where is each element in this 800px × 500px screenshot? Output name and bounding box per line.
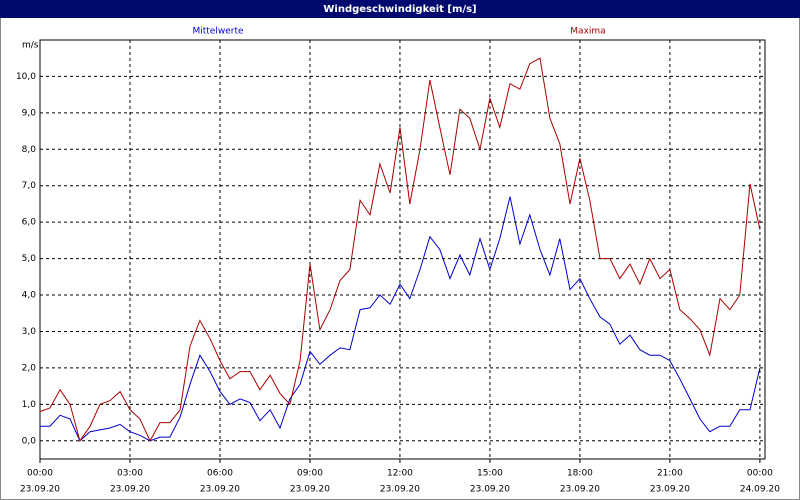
x-tick-date: 23.09.20 (290, 485, 330, 495)
x-tick-date: 23.09.20 (470, 485, 510, 495)
x-tick-label: 00:00 (27, 469, 53, 479)
y-tick-label: 9,0 (22, 108, 37, 118)
y-tick-label: 5,0 (22, 254, 37, 264)
y-tick-label: 7,0 (22, 181, 37, 191)
y-tick-label: 4,0 (22, 291, 37, 301)
x-tick-date: 24.09.20 (740, 485, 780, 495)
y-tick-label: 8,0 (22, 145, 37, 155)
data-line (39, 57, 761, 442)
x-tick-label: 06:00 (207, 469, 233, 479)
x-tick-date: 23.09.20 (20, 485, 60, 495)
x-tick-label: 03:00 (117, 469, 143, 479)
x-tick-label: 21:00 (657, 469, 683, 479)
x-tick-date: 23.09.20 (380, 485, 420, 495)
plot-frame (39, 39, 766, 460)
y-tick-label: 3,0 (22, 327, 37, 337)
y-axis-unit: m/s (22, 41, 39, 51)
y-tick-label: 6,0 (22, 218, 37, 228)
x-tick-date: 23.09.20 (110, 485, 150, 495)
legend-entry: Mittelwerte (192, 27, 243, 37)
x-tick-label: 09:00 (297, 469, 323, 479)
chart-title: Windgeschwindigkeit [m/s] (323, 4, 476, 15)
data-line (40, 196, 761, 442)
y-tick-label: 1,0 (22, 400, 37, 410)
x-tick-date: 23.09.20 (650, 485, 690, 495)
title-bar (0, 0, 800, 18)
x-tick-date: 23.09.20 (560, 485, 600, 495)
y-tick-label: 0,0 (22, 436, 37, 446)
x-tick-label: 15:00 (477, 469, 503, 479)
x-tick-label: 00:00 (747, 469, 773, 479)
y-tick-label: 10,0 (16, 72, 36, 82)
x-tick-label: 12:00 (387, 469, 413, 479)
legend-entry: Maxima (570, 27, 605, 37)
x-tick-date: 23.09.20 (200, 485, 240, 495)
y-tick-label: 2,0 (22, 363, 37, 373)
x-tick-label: 18:00 (567, 469, 593, 479)
